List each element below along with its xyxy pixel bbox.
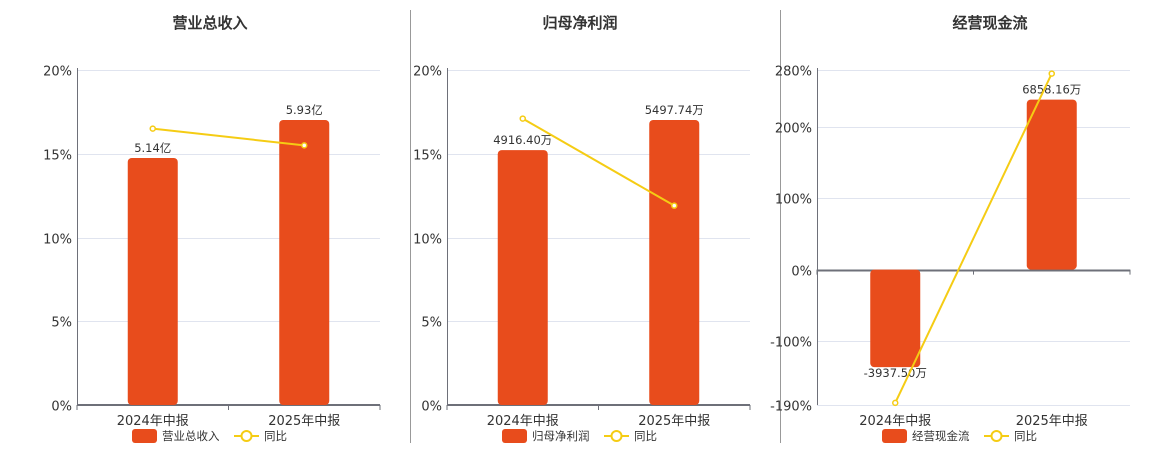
legend-item-line[interactable]: 同比 (984, 429, 1037, 443)
legend-line-label: 同比 (634, 429, 657, 443)
yoy-point (1048, 70, 1055, 77)
legend-line-marker (990, 430, 1003, 442)
x-tick-label: 2024年中报 (859, 414, 931, 429)
chart-title: 营业总收入 (172, 14, 247, 32)
legend-bar-label: 营业总收入 (162, 429, 220, 443)
bar-data-label: -3937.50万 (864, 366, 927, 380)
legend-bar-label: 经营现金流 (912, 429, 970, 443)
bar-data-label: 4916.40万 (493, 133, 552, 147)
bar-data-label: 5.14亿 (134, 141, 171, 155)
y-tick-label: 15% (43, 149, 72, 164)
legend-bar-label: 归母净利润 (532, 429, 590, 443)
y-tick-label: 280% (775, 65, 812, 80)
y-tick-label: 10% (413, 233, 442, 248)
bar (279, 120, 330, 405)
chart-panel-3: 经营现金流 -190% -100% 0% 100% 200% 280% 2024年中报 2025… (770, 14, 1131, 443)
bar-data-label: 5.93亿 (286, 103, 323, 117)
chart-panel-1: 营业总收入 0% 5% 10% 15% 20% 2024年中报 2025年中报 5.14亿 5.9… (43, 14, 381, 443)
y-tick-label: 0% (51, 400, 72, 415)
legend-item-bar[interactable]: 经营现金流 (882, 429, 970, 443)
x-tick-label: 2024年中报 (117, 414, 189, 429)
yoy-line (152, 127, 305, 147)
bar (127, 157, 178, 405)
y-tick-label: 0% (421, 400, 442, 415)
y-tick-label: 5% (421, 316, 442, 331)
bar (870, 269, 921, 368)
bar (649, 120, 700, 405)
y-tick-label: 100% (775, 193, 812, 208)
chart-title: 经营现金流 (952, 14, 1027, 32)
yoy-point (892, 399, 899, 407)
y-tick-label: 20% (413, 65, 442, 80)
legend-bar-swatch (882, 429, 907, 443)
legend-line-label: 同比 (264, 429, 287, 443)
yoy-line (894, 73, 1053, 404)
x-tick-label: 2025年中报 (268, 414, 340, 429)
legend-item-bar[interactable]: 归母净利润 (502, 429, 590, 443)
yoy-point (301, 142, 308, 149)
y-tick-label: -100% (770, 336, 812, 351)
y-tick-label: 0% (791, 265, 812, 280)
x-tick-label: 2024年中报 (487, 414, 559, 429)
bar (1026, 99, 1077, 270)
legend-item-bar[interactable]: 营业总收入 (132, 429, 220, 443)
bar-data-label: 6858.16万 (1022, 83, 1081, 97)
legend-item-line[interactable]: 同比 (234, 429, 287, 443)
legend-bar-swatch (502, 429, 527, 443)
chart-title: 归母净利润 (542, 14, 617, 32)
y-tick-label: -190% (770, 400, 812, 415)
legend-item-line[interactable]: 同比 (604, 429, 657, 443)
y-tick-label: 200% (775, 122, 812, 137)
y-tick-label: 10% (43, 233, 72, 248)
x-tick-label: 2025年中报 (638, 414, 710, 429)
chart-panel-2: 归母净利润 0% 5% 10% 15% 20% 2024年中报 2025年中报 4916.40万… (413, 14, 751, 443)
x-tick-label: 2025年中报 (1016, 414, 1088, 429)
yoy-point (671, 202, 678, 209)
yoy-point (149, 125, 156, 132)
legend-bar-swatch (132, 429, 157, 443)
legend-line-marker (610, 430, 623, 442)
yoy-point (519, 115, 526, 122)
yoy-line (522, 117, 675, 207)
legend-line-marker (240, 430, 253, 442)
y-tick-label: 20% (43, 65, 72, 80)
legend-line-label: 同比 (1014, 429, 1037, 443)
y-tick-label: 5% (51, 316, 72, 331)
bar (497, 150, 548, 405)
bar-data-label: 5497.74万 (645, 103, 704, 117)
y-tick-label: 15% (413, 149, 442, 164)
